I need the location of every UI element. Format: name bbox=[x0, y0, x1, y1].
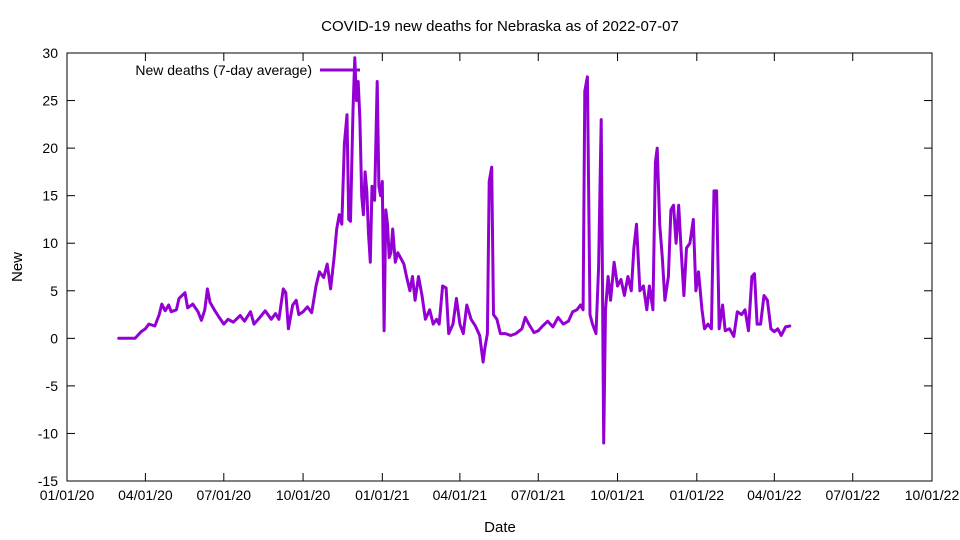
x-tick-label: 04/01/22 bbox=[747, 487, 802, 503]
tick-layer: -15 -10 -5 0 5 10 15 20 25 30 01/01/20 04/01/20 07/0… bbox=[38, 45, 960, 503]
y-tick-label: 20 bbox=[42, 140, 58, 156]
x-tick-label: 07/01/21 bbox=[511, 487, 566, 503]
y-tick-label: 15 bbox=[42, 188, 58, 204]
y-tick-label: -10 bbox=[38, 425, 58, 441]
x-tick-label: 07/01/22 bbox=[825, 487, 880, 503]
y-tick-label: -15 bbox=[38, 473, 58, 489]
x-tick-label: 10/01/21 bbox=[590, 487, 645, 503]
y-tick-label: 5 bbox=[50, 283, 58, 299]
y-tick-label: 25 bbox=[42, 93, 58, 109]
y-tick-label: 30 bbox=[42, 45, 58, 61]
y-tick-label: 10 bbox=[42, 235, 58, 251]
y-tick-label: -5 bbox=[46, 378, 59, 394]
x-tick-label: 01/01/20 bbox=[40, 487, 95, 503]
x-tick-label: 01/01/21 bbox=[355, 487, 410, 503]
x-tick-label: 10/01/20 bbox=[276, 487, 331, 503]
y-tick-label: 0 bbox=[50, 330, 58, 346]
x-tick-label: 07/01/20 bbox=[197, 487, 252, 503]
x-tick-label: 04/01/21 bbox=[433, 487, 488, 503]
legend: New deaths (7-day average) bbox=[135, 62, 360, 78]
x-tick-label: 10/01/22 bbox=[905, 487, 960, 503]
x-axis-title: Date bbox=[484, 519, 516, 536]
series-line-new-deaths bbox=[117, 56, 792, 445]
x-tick-label: 04/01/20 bbox=[118, 487, 173, 503]
legend-label: New deaths (7-day average) bbox=[135, 62, 312, 78]
x-tick-label: 01/01/22 bbox=[670, 487, 725, 503]
plot-frame bbox=[66, 52, 933, 482]
y-axis-title: New bbox=[9, 252, 26, 282]
chart-title: COVID-19 new deaths for Nebraska as of 2… bbox=[321, 18, 679, 35]
